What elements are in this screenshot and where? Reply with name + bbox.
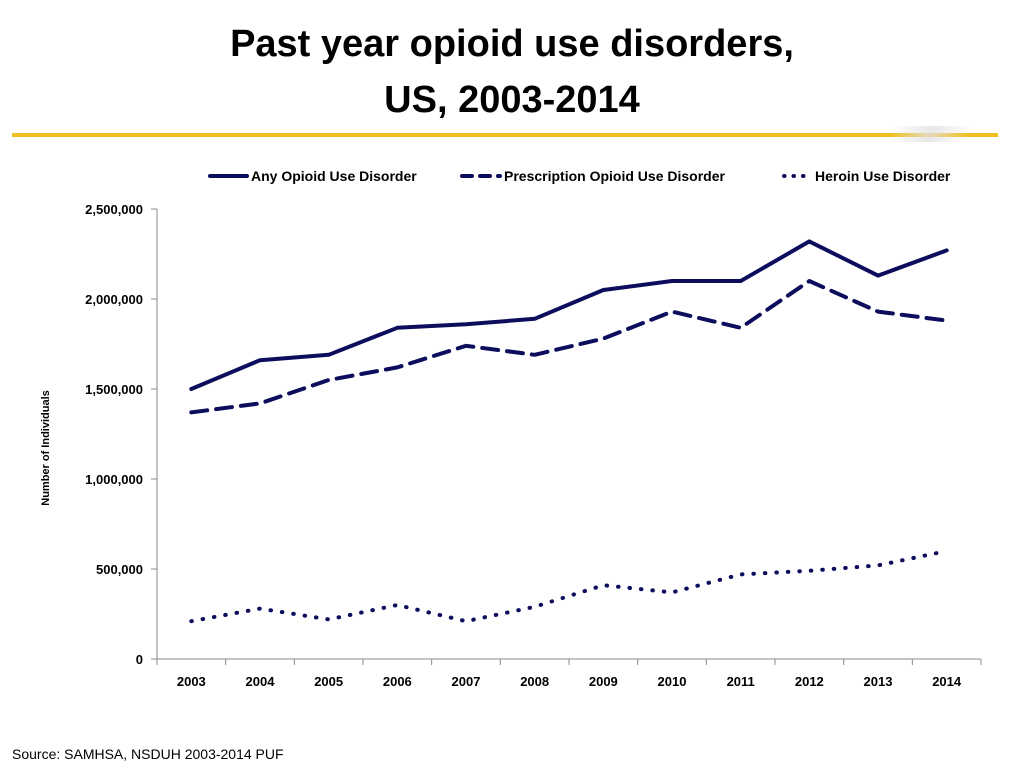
x-tick-label: 2004 [246,674,276,689]
legend-label: Heroin Use Disorder [815,168,951,184]
y-tick-label: 1,000,000 [85,472,143,487]
y-tick-label: 500,000 [96,562,143,577]
x-tick-label: 2013 [864,674,893,689]
x-tick-label: 2011 [727,674,755,689]
title-underline [12,133,998,137]
title-line-2: US, 2003-2014 [384,79,640,121]
x-tick-label: 2014 [932,674,962,689]
x-tick-label: 2009 [589,674,618,689]
legend-label: Any Opioid Use Disorder [251,168,417,184]
x-tick-label: 2006 [383,674,412,689]
x-tick-label: 2007 [452,674,481,689]
legend-label: Prescription Opioid Use Disorder [504,168,725,184]
source-note: Source: SAMHSA, NSDUH 2003-2014 PUF [12,746,284,762]
y-tick-label: 2,000,000 [85,292,143,307]
x-tick-label: 2005 [314,674,343,689]
slide-title: Past year opioid use disorders, US, 2003… [0,16,1024,128]
x-tick-label: 2012 [795,674,824,689]
x-tick-label: 2010 [658,674,687,689]
y-tick-label: 0 [136,652,143,667]
y-tick-label: 1,500,000 [85,382,143,397]
x-tick-label: 2003 [177,674,206,689]
y-axis-label: Number of Individuals [40,390,52,506]
x-tick-label: 2008 [520,674,549,689]
series-line-1 [189,279,949,415]
y-tick-label: 2,500,000 [85,202,143,217]
series-line-2 [189,549,949,624]
title-line-1: Past year opioid use disorders, [230,23,794,65]
series-line-0 [189,239,949,391]
